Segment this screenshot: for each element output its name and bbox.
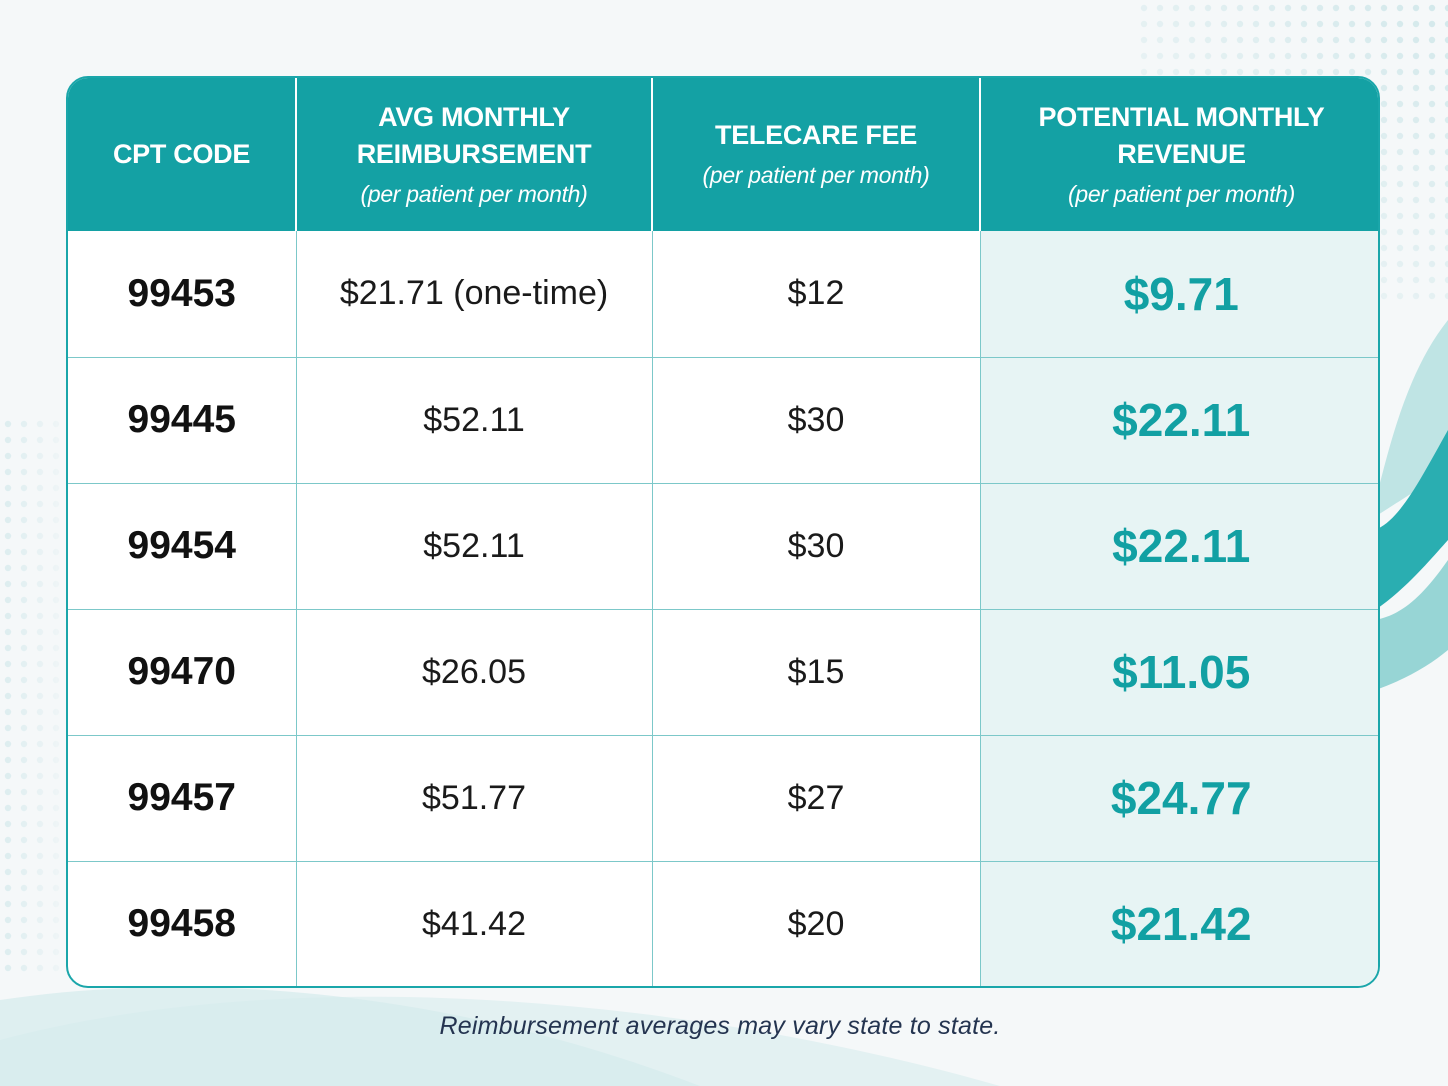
revenue-cell: $22.11 bbox=[979, 482, 1378, 609]
reimbursement-cell: $26.05 bbox=[295, 608, 652, 735]
header-title: TELECARE FEE bbox=[715, 120, 917, 150]
header-title: AVG MONTHLY REIMBURSEMENT bbox=[356, 101, 592, 169]
reimbursement-cell: $51.77 bbox=[295, 734, 652, 861]
reimbursement-cell: $52.11 bbox=[295, 356, 652, 483]
table-row: 99445 $52.11 $30 $22.11 bbox=[68, 356, 1378, 483]
telecare-fee-cell: $12 bbox=[651, 231, 980, 357]
header-subtitle: (per patient per month) bbox=[702, 162, 930, 188]
footnote: Reimbursement averages may vary state to… bbox=[439, 1012, 1001, 1040]
telecare-fee-cell: $30 bbox=[651, 482, 980, 609]
telecare-fee-cell: $27 bbox=[651, 734, 980, 861]
header-row: CPT CODE AVG MONTHLY REIMBURSEMENT (per … bbox=[68, 78, 1378, 231]
table-row: 99454 $52.11 $30 $22.11 bbox=[68, 482, 1378, 609]
header-subtitle: (per patient per month) bbox=[360, 180, 588, 207]
cpt-code-cell: 99445 bbox=[68, 356, 296, 483]
revenue-cell: $22.11 bbox=[979, 356, 1378, 483]
revenue-cell: $21.42 bbox=[979, 860, 1378, 986]
cpt-code-cell: 99470 bbox=[68, 608, 296, 735]
telecare-fee-cell: $30 bbox=[651, 356, 980, 483]
header-potential-monthly-revenue: POTENTIAL MONTHLY REVENUE (per patient p… bbox=[979, 78, 1378, 231]
revenue-cell: $11.05 bbox=[979, 608, 1378, 735]
reimbursement-cell: $52.11 bbox=[295, 482, 652, 609]
header-title: CPT CODE bbox=[112, 139, 251, 169]
header-avg-monthly-reimbursement: AVG MONTHLY REIMBURSEMENT (per patient p… bbox=[295, 78, 652, 231]
reimbursement-cell: $41.42 bbox=[295, 860, 652, 986]
cpt-code-cell: 99458 bbox=[68, 860, 296, 986]
table-row: 99457 $51.77 $27 $24.77 bbox=[68, 734, 1378, 861]
reimbursement-cell: $21.71 (one-time) bbox=[295, 231, 652, 357]
table-row: 99470 $26.05 $15 $11.05 bbox=[68, 608, 1378, 735]
table-row: 99453 $21.71 (one-time) $12 $9.71 bbox=[68, 231, 1378, 357]
telecare-fee-cell: $20 bbox=[651, 860, 980, 986]
cpt-revenue-table: CPT CODE AVG MONTHLY REIMBURSEMENT (per … bbox=[66, 76, 1380, 988]
header-telecare-fee: TELECARE FEE (per patient per month) bbox=[651, 78, 980, 231]
header-cpt-code: CPT CODE bbox=[68, 78, 296, 231]
cpt-code-cell: 99453 bbox=[127, 271, 236, 315]
revenue-cell: $24.77 bbox=[979, 734, 1378, 861]
cpt-code-cell: 99454 bbox=[68, 482, 296, 609]
revenue-cell: $9.71 bbox=[979, 231, 1378, 357]
header-title: POTENTIAL MONTHLY REVENUE bbox=[1038, 101, 1325, 169]
telecare-fee-cell: $15 bbox=[651, 608, 980, 735]
table-row: 99458 $41.42 $20 $21.42 bbox=[68, 860, 1378, 986]
cpt-code-cell: 99457 bbox=[68, 734, 296, 861]
header-subtitle: (per patient per month) bbox=[1067, 180, 1296, 207]
